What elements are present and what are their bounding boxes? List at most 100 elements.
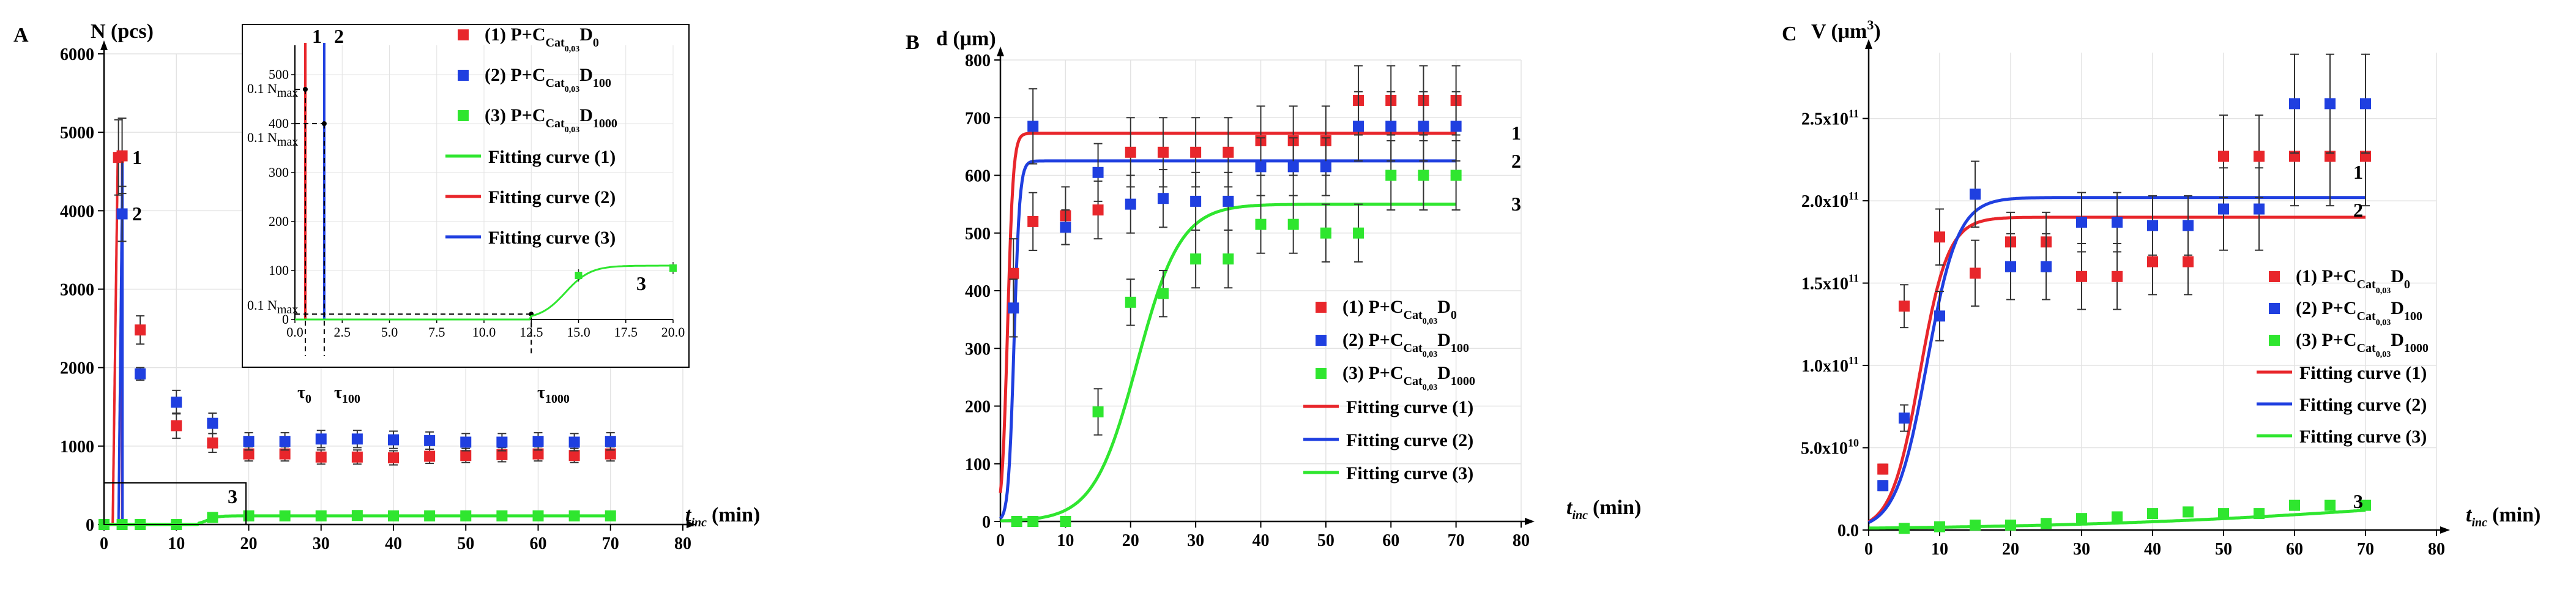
inset-y-tick-label: 200 xyxy=(269,214,289,229)
panel-b-data-points xyxy=(1008,65,1462,527)
data-point-series-2 xyxy=(2325,98,2336,110)
x-tick-label: 50 xyxy=(2215,540,2232,559)
data-point-series-3 xyxy=(279,510,291,521)
data-point-series-2 xyxy=(1092,166,1104,178)
legend-label-series-1: (1) P+CCat0,03D0 xyxy=(485,24,599,54)
legend-label-series-3: (3) P+CCat0,03D1000 xyxy=(1342,363,1475,392)
y-tick-label: 0 xyxy=(982,513,991,532)
data-point-series-2 xyxy=(1027,121,1039,132)
legend-label-series-1: (1) P+CCat0,03D0 xyxy=(2296,266,2410,296)
data-point-series-3 xyxy=(2325,499,2336,511)
data-point-series-1 xyxy=(1125,146,1136,158)
data-point-series-3 xyxy=(1934,521,1945,532)
inset-y-tick-labels: 0 100 200 300 400 500 xyxy=(269,67,289,327)
x-axis-arrow xyxy=(1525,518,1535,525)
legend-marker-series-1 xyxy=(1316,302,1327,313)
panel-c-data-points xyxy=(1877,53,2371,534)
x-tick-label: 70 xyxy=(2357,540,2374,559)
y-tick-label: 700 xyxy=(965,109,991,128)
legend-marker-series-3 xyxy=(2269,335,2280,346)
data-point-series-1 xyxy=(424,450,436,462)
panel-a-x-axis-title: tinc (min) xyxy=(685,504,760,529)
panel-b-axes xyxy=(994,47,1535,528)
inset-curve-label-3: 3 xyxy=(636,272,646,294)
inset-x-tick-labels: 0.0 2.5 5.0 7.5 10.0 12.5 15.0 17.5 20.0 xyxy=(286,324,685,340)
data-point-series-3 xyxy=(2183,506,2194,518)
x-tick-label: 80 xyxy=(2428,540,2445,559)
panel-b-letter: B xyxy=(906,31,920,54)
data-point-series-3 xyxy=(1970,519,1981,531)
data-point-series-3 xyxy=(2147,508,2158,520)
data-point-series-1 xyxy=(388,452,399,464)
data-point-series-1 xyxy=(135,324,146,336)
data-point-series-1 xyxy=(1092,204,1104,216)
y-tick-label: 2.0x1011 xyxy=(1801,190,1859,211)
x-tick-label: 20 xyxy=(240,534,258,553)
data-point-series-2 xyxy=(2112,217,2123,228)
data-point-series-2 xyxy=(1320,161,1331,173)
data-point-series-1 xyxy=(605,448,616,460)
y-tick-label: 0 xyxy=(86,516,94,535)
tau-label-100: τ100 xyxy=(334,383,360,406)
y-tick-label: 1.0x1011 xyxy=(1801,354,1859,376)
data-point-series-3 xyxy=(532,510,544,521)
data-point-series-3 xyxy=(2005,519,2016,531)
legend-label-fit-2: Fitting curve (2) xyxy=(1346,430,1473,450)
data-point-series-1 xyxy=(496,449,508,460)
legend-label-fit-1: Fitting curve (1) xyxy=(488,147,616,167)
panel-c-y-axis-title: V (μm3) xyxy=(1811,17,1881,43)
panel-a-legend: (1) P+CCat0,03D0 (2) P+CCat0,03D100 (3) P+… xyxy=(445,24,617,248)
data-point-series-2 xyxy=(532,436,544,447)
data-point-series-2 xyxy=(1223,195,1234,207)
y-tick-label: 5000 xyxy=(60,124,94,143)
data-point-series-1 xyxy=(2218,151,2229,162)
data-point-series-3 xyxy=(2041,518,2052,529)
data-point-series-2 xyxy=(207,417,218,429)
data-point-series-3 xyxy=(243,510,255,521)
inset-data-point xyxy=(669,264,677,272)
data-point-series-2 xyxy=(388,434,399,446)
data-point-series-3 xyxy=(1190,253,1202,265)
panel-c-x-axis-title: tinc (min) xyxy=(2466,504,2541,529)
x-tick-label: 10 xyxy=(1931,540,1948,559)
data-point-series-3 xyxy=(568,510,580,521)
data-point-series-2 xyxy=(171,397,182,408)
data-point-series-2 xyxy=(1287,161,1299,173)
inset-x-tick-label: 15.0 xyxy=(567,324,590,340)
data-point-series-2 xyxy=(1899,413,1910,424)
panel-c: C V (μm3) 0.0 5.0x1010 1.0x1011 1.5x1011 2.0… xyxy=(1782,17,2541,559)
data-point-series-3 xyxy=(351,510,363,521)
data-point-series-1 xyxy=(2076,271,2087,282)
data-point-series-3 xyxy=(2076,513,2087,525)
data-point-series-1 xyxy=(1223,146,1234,158)
y-axis-arrow xyxy=(997,47,1004,56)
data-point-series-1 xyxy=(207,437,218,449)
data-point-series-1 xyxy=(279,448,291,460)
data-point-series-2 xyxy=(1255,161,1267,173)
y-axis-arrow xyxy=(100,40,108,50)
x-tick-label: 40 xyxy=(385,534,402,553)
data-point-series-2 xyxy=(1353,121,1364,132)
data-point-series-3 xyxy=(388,510,399,521)
data-point-series-1 xyxy=(1157,146,1169,158)
inset-line-label-1: 1 xyxy=(312,25,322,47)
panel-c-grid xyxy=(1869,53,2437,530)
data-point-series-2 xyxy=(2041,261,2052,272)
x-tick-label: 0 xyxy=(1864,540,1873,559)
panel-a-y-axis-title: N (pcs) xyxy=(91,20,154,43)
y-tick-label: 500 xyxy=(965,225,991,244)
x-tick-label: 0 xyxy=(996,531,1005,550)
data-point-series-3 xyxy=(1027,516,1039,527)
data-point-series-3 xyxy=(1157,288,1169,299)
inset-x-tick-label: 5.0 xyxy=(381,324,398,340)
data-point-series-3 xyxy=(315,510,327,521)
legend-marker-series-3 xyxy=(458,110,469,121)
inset-x-tick-label: 7.5 xyxy=(428,324,445,340)
data-point-series-3 xyxy=(1899,523,1910,534)
y-tick-label: 4000 xyxy=(60,202,94,221)
panel-a-data-points xyxy=(99,118,616,530)
data-point-series-1 xyxy=(460,450,472,461)
